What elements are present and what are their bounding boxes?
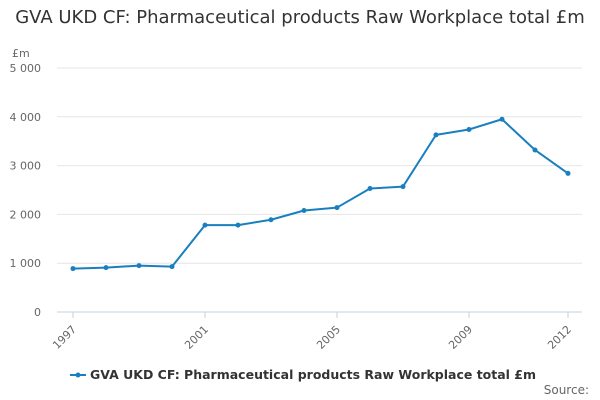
data-point-7[interactable] <box>301 207 307 213</box>
chart-title: GVA UKD CF: Pharmaceutical products Raw … <box>15 7 585 28</box>
data-point-14[interactable] <box>532 147 538 153</box>
data-point-10[interactable] <box>400 184 406 190</box>
y-axis-unit: £m <box>12 47 30 60</box>
data-point-0[interactable] <box>70 266 76 272</box>
y-tick-label-2: 2 000 <box>10 208 42 221</box>
series-line-layer <box>70 116 571 272</box>
x-tick-label-3: 2009 <box>446 323 475 352</box>
data-point-12[interactable] <box>466 126 472 132</box>
x-axis-ticks: 1997 2001 2005 2009 2012 <box>50 312 574 352</box>
data-point-9[interactable] <box>367 186 373 192</box>
data-point-3[interactable] <box>169 264 175 270</box>
data-point-6[interactable] <box>268 217 274 223</box>
x-tick-label-4: 2012 <box>545 323 574 352</box>
legend[interactable]: GVA UKD CF: Pharmaceutical products Raw … <box>70 367 536 382</box>
x-tick-label-1: 2001 <box>182 323 211 352</box>
x-tick-label-2: 2005 <box>314 323 343 352</box>
data-point-5[interactable] <box>235 222 241 228</box>
y-tick-label-1: 1 000 <box>10 257 42 270</box>
data-point-8[interactable] <box>334 205 340 211</box>
data-point-4[interactable] <box>202 222 208 228</box>
data-point-2[interactable] <box>136 263 142 269</box>
x-tick-label-0: 1997 <box>50 323 79 352</box>
data-point-1[interactable] <box>103 265 109 271</box>
source-label: Source: <box>544 383 589 397</box>
y-tick-label-0: 0 <box>34 306 41 319</box>
data-point-13[interactable] <box>499 116 505 122</box>
series-line-0 <box>72 118 569 270</box>
data-point-11[interactable] <box>433 132 439 138</box>
y-tick-label-5: 5 000 <box>10 62 42 75</box>
data-point-15[interactable] <box>565 170 571 176</box>
y-tick-label-3: 3 000 <box>10 160 42 173</box>
grid-lines <box>57 67 582 264</box>
y-axis-ticks: 0 1 000 2 000 3 000 4 000 5 000 <box>10 62 42 319</box>
legend-entry-label[interactable]: GVA UKD CF: Pharmaceutical products Raw … <box>90 367 536 382</box>
y-tick-label-4: 4 000 <box>10 111 42 124</box>
legend-point-marker <box>75 372 81 378</box>
